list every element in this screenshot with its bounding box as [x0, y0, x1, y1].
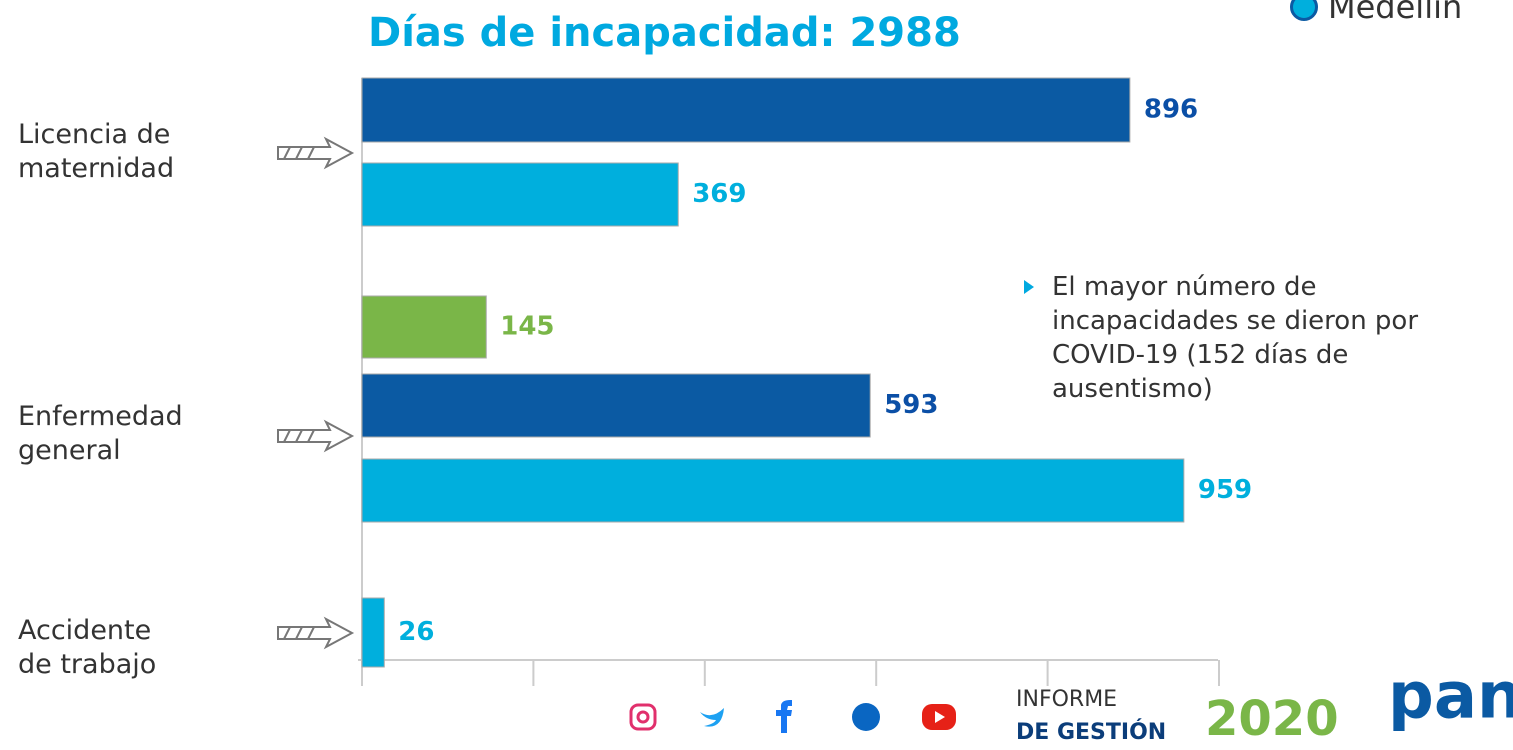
bar	[361, 373, 871, 438]
chart-title: Días de incapacidad: 2988	[368, 10, 961, 56]
value-label: 959	[1198, 475, 1252, 505]
icon-twitter[interactable]	[700, 708, 724, 727]
legend: Medellín	[1290, 0, 1462, 26]
arrow	[277, 136, 355, 170]
value-label: 145	[500, 312, 554, 342]
icon-youtube-play	[935, 711, 945, 723]
bar	[361, 295, 487, 359]
footer-line1: INFORME	[1016, 687, 1117, 712]
logo: pan	[1388, 660, 1513, 734]
arrow	[277, 616, 355, 650]
icon-facebook[interactable]	[776, 700, 792, 733]
legend-swatch	[1290, 0, 1318, 21]
bullet	[1024, 280, 1034, 294]
bar	[361, 597, 385, 668]
bar	[361, 77, 1131, 143]
footer-year: 2020	[1205, 691, 1339, 747]
value-label: 593	[884, 390, 938, 420]
arrow	[277, 419, 355, 453]
bar	[361, 162, 679, 227]
icon-instagram[interactable]	[629, 703, 657, 731]
footer-line2: DE GESTIÓN	[1016, 719, 1166, 745]
value-label: 369	[692, 179, 746, 209]
icon-instagram-lens	[636, 710, 650, 724]
category-label: Enfermedad general	[18, 401, 183, 466]
annotation-text: El mayor número de incapacidades se dier…	[1052, 272, 1419, 404]
annotation: El mayor número de incapacidades se dier…	[1024, 270, 1432, 406]
bar	[361, 458, 1185, 523]
icon-linkedin[interactable]	[852, 703, 880, 731]
category-label: Accidente de trabajo	[18, 615, 157, 680]
category-label: Licencia de maternidad	[18, 119, 175, 184]
legend-label: Medellín	[1328, 0, 1463, 26]
social-icons	[629, 700, 956, 733]
arrows	[277, 136, 355, 650]
value-label: 26	[398, 617, 434, 647]
value-label: 896	[1144, 95, 1198, 125]
